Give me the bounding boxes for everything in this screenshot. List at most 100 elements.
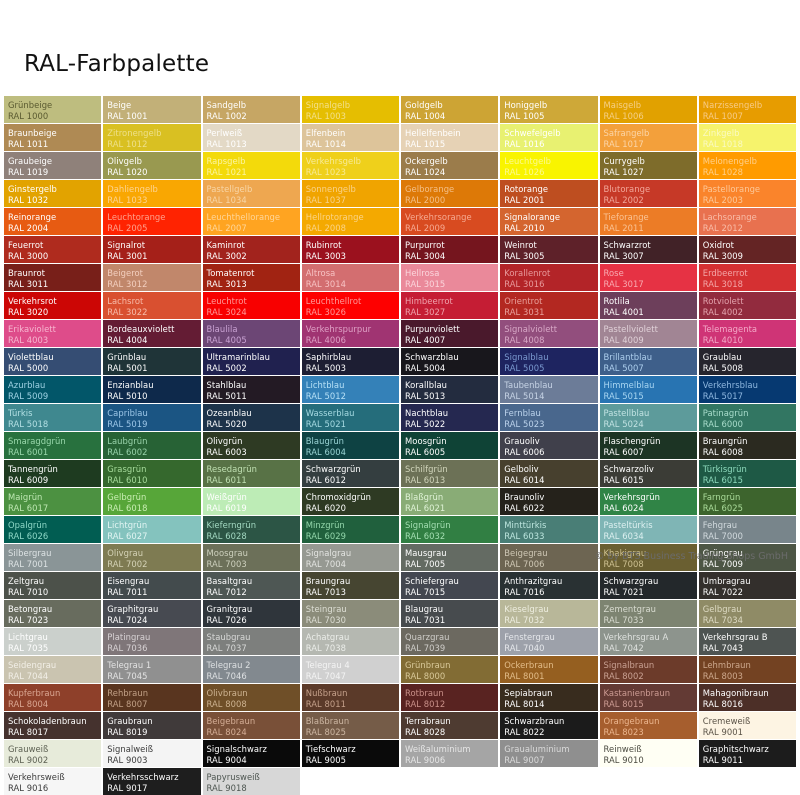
color-swatch[interactable]: Reinweiß RAL 9010 (599, 740, 697, 767)
color-swatch[interactable]: Elfenbein RAL 1014 (301, 124, 399, 151)
color-swatch[interactable]: Ginstergelb RAL 1032 (4, 180, 102, 207)
color-swatch[interactable]: Steingrau RAL 7030 (301, 600, 399, 627)
color-swatch[interactable]: Braungrün RAL 6008 (698, 432, 796, 459)
color-swatch[interactable]: Fernblau RAL 5023 (500, 404, 598, 431)
color-swatch[interactable]: Pasteltürkis RAL 6034 (599, 516, 697, 543)
color-swatch[interactable]: Telegrau 2 RAL 7046 (202, 656, 300, 683)
color-swatch[interactable]: Beigegrau RAL 7006 (500, 544, 598, 571)
color-swatch[interactable]: Zementgrau RAL 7033 (599, 600, 697, 627)
color-swatch[interactable]: Schwarzgrün RAL 6012 (301, 460, 399, 487)
color-swatch[interactable]: Zitronengelb RAL 1012 (103, 124, 201, 151)
color-swatch[interactable]: Hellrosa RAL 3015 (401, 264, 499, 291)
color-swatch[interactable]: Capriblau RAL 5019 (103, 404, 201, 431)
color-swatch[interactable]: Leuchtorange RAL 2005 (103, 208, 201, 235)
color-swatch[interactable]: Weinrot RAL 3005 (500, 236, 598, 263)
color-swatch[interactable]: Tieforange RAL 2011 (599, 208, 697, 235)
color-swatch[interactable]: Graublau RAL 5008 (698, 348, 796, 375)
color-swatch[interactable]: Beigebraun RAL 8024 (202, 712, 300, 739)
color-swatch[interactable]: Stahlblau RAL 5011 (202, 376, 300, 403)
color-swatch[interactable]: Signalgelb RAL 1003 (301, 96, 399, 123)
color-swatch[interactable]: Ultramarinblau RAL 5002 (202, 348, 300, 375)
color-swatch[interactable]: Signalbraun RAL 8002 (599, 656, 697, 683)
color-swatch[interactable]: Fenstergrau RAL 7040 (500, 628, 598, 655)
color-swatch[interactable]: Signalschwarz RAL 9004 (202, 740, 300, 767)
color-swatch[interactable]: Signalorange RAL 2010 (500, 208, 598, 235)
color-swatch[interactable]: Braunrot RAL 3011 (4, 264, 102, 291)
color-swatch[interactable]: Blaßgrün RAL 6021 (401, 488, 499, 515)
color-swatch[interactable]: Nachtblau RAL 5022 (401, 404, 499, 431)
color-swatch[interactable]: Gelbgrau RAL 7034 (698, 600, 796, 627)
color-swatch[interactable]: Kupferbraun RAL 8004 (4, 684, 102, 711)
color-swatch[interactable]: Dahliengelb RAL 1033 (103, 180, 201, 207)
color-swatch[interactable]: Terrabraun RAL 8028 (401, 712, 499, 739)
color-swatch[interactable]: Fehgrau RAL 7000 (698, 516, 796, 543)
color-swatch[interactable]: Minzgrün RAL 6029 (301, 516, 399, 543)
color-swatch[interactable]: Rapsgelb RAL 1021 (202, 152, 300, 179)
color-swatch[interactable]: Grünbeige RAL 1000 (4, 96, 102, 123)
color-swatch[interactable]: Violettblau RAL 5000 (4, 348, 102, 375)
color-swatch[interactable]: Leuchthellorange RAL 2007 (202, 208, 300, 235)
color-swatch[interactable]: Perlweiß RAL 1013 (202, 124, 300, 151)
color-swatch[interactable]: Gelborange RAL 2000 (401, 180, 499, 207)
color-swatch[interactable]: Schwarzoliv RAL 6015 (599, 460, 697, 487)
color-swatch[interactable]: Schwarzrot RAL 3007 (599, 236, 697, 263)
color-swatch[interactable]: Lichtgrün RAL 6027 (103, 516, 201, 543)
color-swatch[interactable]: Blutorange RAL 2002 (599, 180, 697, 207)
color-swatch[interactable]: Sonnengelb RAL 1037 (301, 180, 399, 207)
color-swatch[interactable]: Signalviolett RAL 4008 (500, 320, 598, 347)
color-swatch[interactable]: Rose RAL 3017 (599, 264, 697, 291)
color-swatch[interactable]: Weißgrün RAL 6019 (202, 488, 300, 515)
color-swatch[interactable]: Kieferngrün RAL 6028 (202, 516, 300, 543)
color-swatch[interactable]: Rotviolett RAL 4002 (698, 292, 796, 319)
color-swatch[interactable]: Rotorange RAL 2001 (500, 180, 598, 207)
color-swatch[interactable]: Smaragdgrün RAL 6001 (4, 432, 102, 459)
color-swatch[interactable]: Umbragrau RAL 7022 (698, 572, 796, 599)
color-swatch[interactable]: Saphirblau RAL 5003 (301, 348, 399, 375)
color-swatch[interactable]: Olivgelb RAL 1020 (103, 152, 201, 179)
color-swatch[interactable]: Telegrau 1 RAL 7045 (103, 656, 201, 683)
color-swatch[interactable]: Ockerbraun RAL 8001 (500, 656, 598, 683)
color-swatch[interactable]: Beigerot RAL 3012 (103, 264, 201, 291)
color-swatch[interactable]: Gelbgrün RAL 6018 (103, 488, 201, 515)
color-swatch[interactable]: Kieselgrau RAL 7032 (500, 600, 598, 627)
color-swatch[interactable]: Ozeanblau RAL 5020 (202, 404, 300, 431)
color-swatch[interactable]: Verkehrsblau RAL 5017 (698, 376, 796, 403)
color-swatch[interactable]: Telegrau 4 RAL 7047 (301, 656, 399, 683)
color-swatch[interactable]: Verkehrsorange RAL 2009 (401, 208, 499, 235)
color-swatch[interactable]: Sandgelb RAL 1002 (202, 96, 300, 123)
color-swatch[interactable]: Korallenrot RAL 3016 (500, 264, 598, 291)
color-swatch[interactable]: Basaltgrau RAL 7012 (202, 572, 300, 599)
color-swatch[interactable]: Granitgrau RAL 7026 (202, 600, 300, 627)
color-swatch[interactable]: Korallblau RAL 5013 (401, 376, 499, 403)
color-swatch[interactable]: Grünbraun RAL 8000 (401, 656, 499, 683)
color-swatch[interactable]: Verkehrsgrau A RAL 7042 (599, 628, 697, 655)
color-swatch[interactable]: Olivbraun RAL 8008 (202, 684, 300, 711)
color-swatch[interactable]: Leuchthellrot RAL 3026 (301, 292, 399, 319)
color-swatch[interactable]: Lichtgrau RAL 7035 (4, 628, 102, 655)
color-swatch[interactable]: Grünblau RAL 5001 (103, 348, 201, 375)
color-swatch[interactable]: Seidengrau RAL 7044 (4, 656, 102, 683)
color-swatch[interactable]: Bordeauxviolett RAL 4004 (103, 320, 201, 347)
color-swatch[interactable]: Blaugrau RAL 7031 (401, 600, 499, 627)
color-swatch[interactable]: Reinorange RAL 2004 (4, 208, 102, 235)
color-swatch[interactable]: Telemagenta RAL 4010 (698, 320, 796, 347)
color-swatch[interactable]: Verkehrspurpur RAL 4006 (301, 320, 399, 347)
color-swatch[interactable]: Narzissengelb RAL 1007 (698, 96, 796, 123)
color-swatch[interactable]: Silbergrau RAL 7001 (4, 544, 102, 571)
color-swatch[interactable]: Pastellblau RAL 5024 (599, 404, 697, 431)
color-swatch[interactable]: Braungrau RAL 7013 (301, 572, 399, 599)
color-swatch[interactable]: Kaminrot RAL 3002 (202, 236, 300, 263)
color-swatch[interactable]: Lachsrot RAL 3022 (103, 292, 201, 319)
color-swatch[interactable]: Grauoliv RAL 6006 (500, 432, 598, 459)
color-swatch[interactable]: Schwefelgelb RAL 1016 (500, 124, 598, 151)
color-swatch[interactable]: Pastellorange RAL 2003 (698, 180, 796, 207)
color-swatch[interactable]: Azurblau RAL 5009 (4, 376, 102, 403)
color-swatch[interactable]: Olivgrün RAL 6003 (202, 432, 300, 459)
color-swatch[interactable]: Türkis RAL 5018 (4, 404, 102, 431)
color-swatch[interactable]: Safrangelb RAL 1017 (599, 124, 697, 151)
color-swatch[interactable]: Verkehrsweiß RAL 9016 (4, 768, 102, 795)
color-swatch[interactable]: Verkehrsgrau B RAL 7043 (698, 628, 796, 655)
color-swatch[interactable]: Wasserblau RAL 5021 (301, 404, 399, 431)
color-swatch[interactable]: Ockergelb RAL 1024 (401, 152, 499, 179)
color-swatch[interactable]: Tannengrün RAL 6009 (4, 460, 102, 487)
